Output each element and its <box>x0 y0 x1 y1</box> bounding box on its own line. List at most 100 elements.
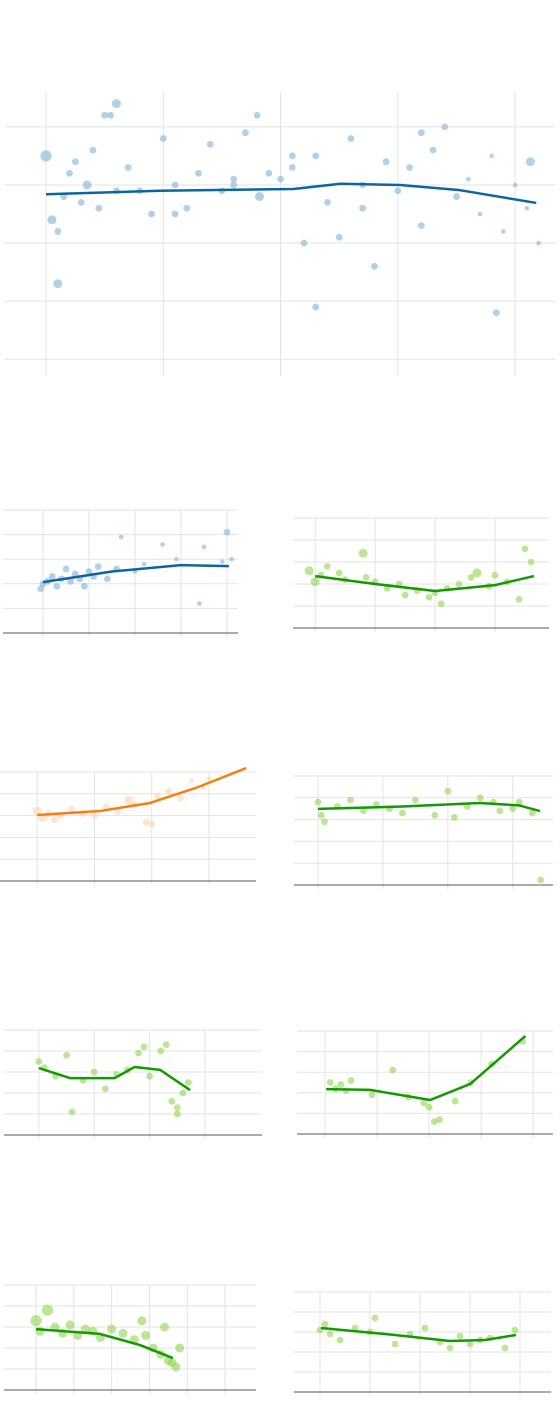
point <box>347 796 354 804</box>
point <box>337 1081 345 1088</box>
point <box>177 794 184 802</box>
point <box>351 1324 359 1332</box>
point <box>148 210 155 218</box>
point <box>394 187 402 195</box>
point <box>336 1336 344 1344</box>
point <box>417 222 425 230</box>
point <box>165 788 173 796</box>
point <box>304 566 314 576</box>
point <box>124 164 132 171</box>
point <box>171 210 179 218</box>
point <box>51 816 58 824</box>
point <box>444 787 452 795</box>
point <box>111 99 121 109</box>
point <box>511 1326 519 1334</box>
point <box>47 215 57 225</box>
point <box>230 175 238 183</box>
point <box>174 556 179 562</box>
point <box>40 150 52 162</box>
trend-line <box>37 766 247 817</box>
point <box>160 1322 170 1332</box>
point <box>288 164 296 171</box>
trend-line <box>315 574 535 593</box>
point <box>77 198 85 206</box>
trend-line <box>46 182 537 205</box>
point <box>82 180 92 190</box>
point <box>515 798 523 806</box>
point <box>162 1041 170 1049</box>
point <box>326 1079 334 1086</box>
point <box>441 123 449 131</box>
point <box>89 146 97 154</box>
point <box>157 1047 165 1055</box>
point <box>201 544 207 550</box>
point <box>160 542 165 547</box>
point <box>62 565 70 573</box>
point <box>277 175 284 183</box>
point <box>312 152 320 160</box>
point <box>467 574 475 581</box>
point <box>524 205 530 211</box>
point <box>254 192 264 202</box>
point <box>477 211 483 217</box>
point <box>175 1343 185 1353</box>
trend-line <box>326 1034 527 1102</box>
point <box>68 805 75 813</box>
trend-line <box>320 1326 517 1343</box>
point <box>501 229 506 234</box>
point <box>509 805 517 813</box>
point <box>431 811 439 819</box>
point <box>321 818 328 826</box>
point <box>501 1344 509 1352</box>
point <box>310 577 320 587</box>
point <box>347 135 355 142</box>
point <box>321 1320 329 1328</box>
point <box>411 796 419 804</box>
trend-line <box>36 1327 174 1360</box>
point <box>335 569 343 577</box>
point <box>171 181 179 189</box>
point <box>324 198 331 206</box>
point <box>95 204 103 212</box>
point <box>429 146 437 154</box>
point <box>466 1340 474 1348</box>
point <box>425 1103 433 1111</box>
point <box>32 806 42 816</box>
point <box>66 169 73 177</box>
trend-line <box>317 801 541 813</box>
point <box>67 577 75 585</box>
point <box>230 181 238 189</box>
point <box>360 807 367 815</box>
point <box>456 1332 464 1340</box>
point <box>171 1362 181 1372</box>
point <box>314 798 322 806</box>
point <box>430 1118 438 1126</box>
point <box>401 591 409 599</box>
point <box>118 534 124 540</box>
point <box>53 279 63 289</box>
point <box>527 558 535 566</box>
point <box>537 876 545 884</box>
point <box>425 593 433 601</box>
point <box>168 1098 176 1105</box>
point <box>450 814 458 821</box>
point <box>265 169 273 177</box>
point <box>107 111 114 119</box>
point <box>399 809 406 817</box>
point <box>371 262 378 270</box>
point <box>90 1068 98 1076</box>
point <box>406 164 413 171</box>
point <box>317 811 325 819</box>
point <box>323 563 331 570</box>
point <box>515 596 523 603</box>
point <box>536 240 541 246</box>
point <box>65 1320 75 1330</box>
point <box>30 1315 42 1327</box>
point <box>141 561 147 567</box>
point <box>35 1058 43 1065</box>
point <box>206 140 214 148</box>
point <box>242 129 249 137</box>
point <box>85 568 93 575</box>
